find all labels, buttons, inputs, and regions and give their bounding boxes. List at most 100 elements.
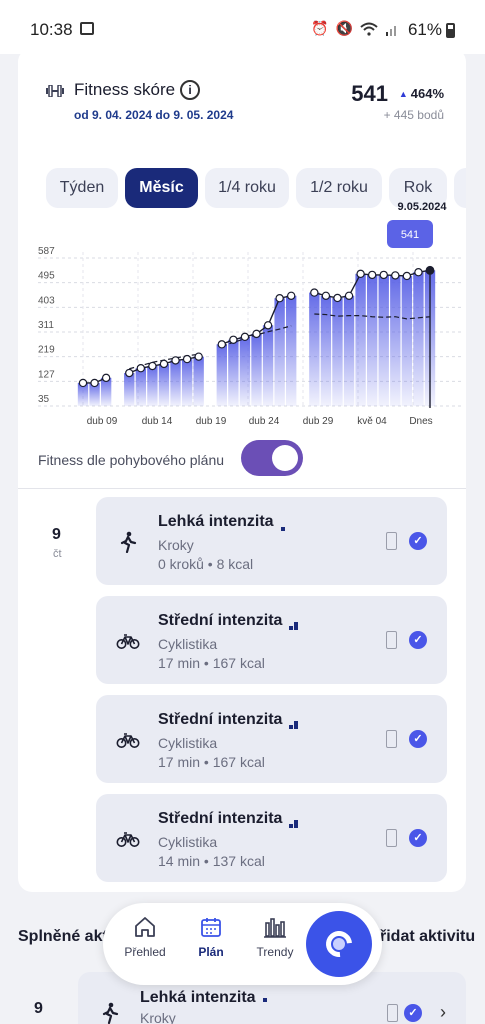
tab-quarter[interactable]: 1/4 roku — [205, 168, 289, 208]
chart-bar — [193, 356, 204, 406]
tab-half-year[interactable]: 1/2 roku — [296, 168, 382, 208]
nav-trends[interactable]: Trendy — [245, 913, 305, 959]
activity-card[interactable]: Lehká intenzita Kroky 0 kroků • 8 kcal ✓ — [96, 497, 447, 585]
data-point — [379, 270, 388, 280]
intensity-icon — [262, 989, 267, 1007]
check-icon: ✓ — [409, 829, 427, 847]
mute-icon: 🔇 — [335, 20, 353, 36]
check-icon: ✓ — [409, 631, 427, 649]
check-icon: ✓ — [409, 730, 427, 748]
activity-card[interactable]: Střední intenzita Cyklistika 17 min • 167 … — [96, 695, 447, 783]
battery: 61% — [408, 20, 455, 40]
data-point — [402, 271, 412, 281]
calendar-icon — [201, 918, 221, 937]
chart-bar — [158, 363, 170, 406]
activity-name-text: Lehká intenzita — [158, 513, 274, 531]
activity-name: Střední intenzita — [158, 612, 299, 630]
data-point — [182, 354, 192, 364]
phone-icon — [386, 631, 397, 649]
day-number: 9 — [52, 526, 61, 543]
selected-value-badge — [387, 220, 433, 248]
trend-line — [314, 313, 431, 320]
data-point — [344, 291, 354, 301]
data-point — [101, 373, 111, 383]
activity-meta: 14 min • 137 kcal — [158, 853, 265, 869]
info-icon[interactable]: i — [180, 80, 200, 100]
score-points: + 445 bodů — [383, 108, 444, 122]
bottom-nav: Přehled Plán Trendy — [103, 903, 382, 985]
score-delta: 464% — [399, 86, 444, 101]
wifi-icon — [360, 22, 378, 36]
chart-bar — [309, 292, 320, 406]
activity-meta: 0 kroků • 8 kcal — [158, 556, 254, 572]
chart-bar — [216, 344, 227, 406]
data-point — [171, 356, 180, 365]
activity-name: Lehká intenzita — [140, 989, 267, 1007]
add-activity-link[interactable]: řidat aktivitu — [380, 928, 476, 945]
chart-bar — [89, 382, 100, 406]
nav-label: Přehled — [124, 945, 166, 959]
bike-icon — [116, 832, 140, 847]
plan-toggle[interactable] — [241, 440, 303, 476]
tab-month[interactable]: Měsíc — [125, 168, 198, 208]
chart-bar — [147, 366, 158, 406]
data-point — [78, 378, 88, 388]
tab-label: Rok — [403, 179, 433, 196]
page-title: Fitness skóre — [74, 80, 176, 99]
activity-name-text: Střední intenzita — [158, 711, 283, 729]
chart-bar — [251, 333, 262, 406]
intensity-icon — [289, 711, 299, 729]
x-tick-label: dub 09 — [87, 416, 118, 427]
chart-bar — [262, 325, 274, 406]
chart-bar — [239, 336, 251, 406]
x-tick-label: dub 24 — [249, 416, 280, 427]
x-tick-label: dub 29 — [303, 416, 334, 427]
chart-bar — [181, 359, 193, 406]
activity-name: Lehká intenzita — [158, 513, 286, 531]
bike-icon — [116, 733, 140, 748]
data-point — [310, 288, 319, 297]
data-point — [275, 294, 284, 303]
completed-activities-title: Splněné akt — [18, 928, 108, 945]
day-weekday: čt — [53, 548, 62, 560]
chart-bar — [135, 368, 147, 406]
activity-card[interactable]: Střední intenzita Cyklistika 14 min • 137 … — [96, 794, 447, 882]
selected-value-label: 541 — [401, 229, 419, 241]
tab-label: Měsíc — [139, 179, 184, 196]
workout-start-button[interactable] — [306, 911, 372, 977]
chart-bar — [100, 377, 112, 406]
bar-chart-icon — [264, 918, 286, 938]
activity-card[interactable]: Střední intenzita Cyklistika 17 min • 167 … — [96, 596, 447, 684]
phone-icon — [387, 1004, 398, 1022]
tab-year[interactable]: Rok — [389, 168, 447, 208]
chart-bar — [332, 297, 343, 406]
chart-bar — [390, 275, 401, 406]
nav-overview[interactable]: Přehled — [115, 913, 175, 959]
completed-day-number: 9 — [34, 1000, 43, 1017]
y-tick-label: 403 — [38, 295, 55, 306]
tab-week[interactable]: Týden — [46, 168, 118, 208]
activity-name-text: Lehká intenzita — [140, 989, 256, 1007]
nav-plan[interactable]: Plán — [181, 913, 241, 959]
tab-label: Týden — [59, 179, 105, 196]
nav-label: Trendy — [256, 945, 294, 959]
activity-meta: 17 min • 167 kcal — [158, 754, 265, 770]
tab-more[interactable] — [454, 168, 466, 208]
fitness-card: Fitness skóre i od 9. 04. 2024 do 9. 05.… — [18, 48, 466, 892]
activity-type: Kroky — [140, 1010, 176, 1024]
check-icon: ✓ — [404, 1004, 422, 1022]
chart-bar — [170, 360, 181, 406]
data-point — [287, 291, 296, 301]
phone-icon — [386, 532, 397, 550]
activity-name: Střední intenzita — [158, 810, 299, 828]
walk-icon — [120, 531, 137, 553]
status-time: 10:38 — [30, 20, 73, 39]
y-tick-label: 495 — [38, 271, 55, 282]
activity-type: Cyklistika — [158, 834, 218, 850]
y-tick-label: 587 — [38, 246, 55, 257]
chart-bar — [413, 272, 424, 406]
y-tick-label: 35 — [38, 394, 50, 405]
phone-icon — [386, 829, 397, 847]
data-point — [217, 340, 226, 349]
phone-icon — [386, 730, 397, 748]
